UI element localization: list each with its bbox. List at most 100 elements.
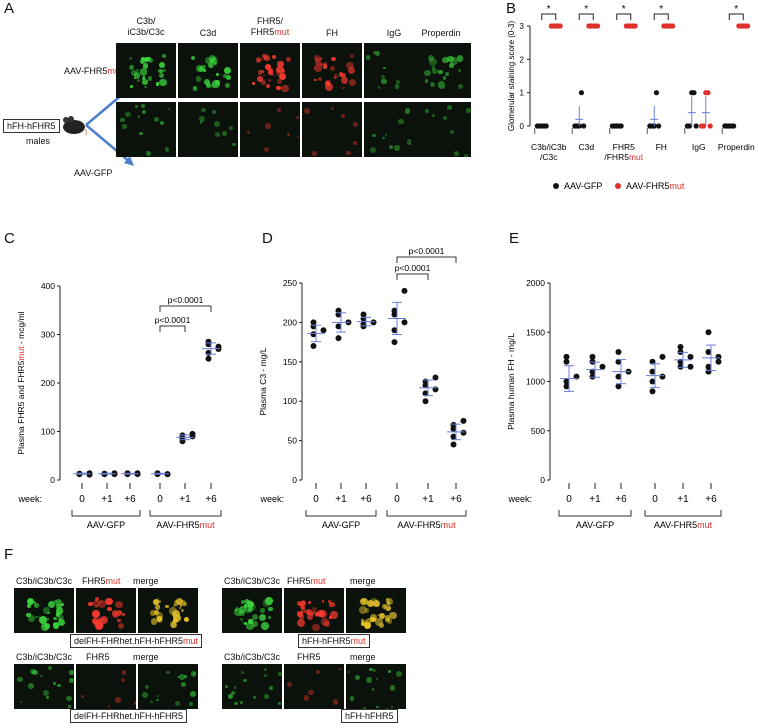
- panel-letter-e: E: [509, 230, 520, 247]
- group-label-mut: mut: [441, 520, 457, 530]
- category-label-b: FHR5: [613, 142, 635, 152]
- data-point-e: [705, 363, 712, 370]
- data-point-d: [460, 429, 467, 436]
- group-label-part: AAV-GFP: [87, 520, 125, 530]
- y-axis-label-part: Plasma FHR5 and FHR5: [16, 360, 26, 454]
- y-axis-label-part: Plasma C3 - mg/L: [258, 347, 268, 415]
- group-bracket-d: [305, 510, 377, 517]
- row-label-gfp: AAV-GFP: [74, 168, 113, 178]
- mouse-strain-box: hFH-hFHR5: [3, 119, 60, 133]
- data-point-b: [705, 90, 711, 96]
- y-axis-label-e: Plasma human FH - mg/L: [506, 333, 516, 430]
- y-tick-label-c: 0: [50, 475, 55, 485]
- group-label-e: AAV-GFP: [576, 520, 614, 530]
- y-axis-label-unit: - mcg/ml: [16, 311, 26, 346]
- micrograph-f-c3: [14, 664, 74, 709]
- data-point-b: [693, 123, 699, 129]
- y-axis-label-c: Plasma FHR5 and FHR5mut - mcg/ml: [16, 311, 26, 454]
- significance-star-b: *: [584, 4, 588, 15]
- y-tick-label-d: 0: [292, 475, 297, 485]
- y-axis-label-d: Plasma C3 - mg/L: [258, 347, 268, 415]
- data-point-b: [745, 23, 751, 29]
- data-point-b: [686, 123, 693, 129]
- x-tick-label-c: +6: [124, 494, 136, 505]
- col-label-fhr5: FHR5/FHR5mut: [250, 16, 290, 37]
- group-label-mut: mut: [697, 520, 713, 530]
- week-label-c: week:: [17, 494, 42, 504]
- data-point-e: [563, 358, 570, 365]
- micrograph-f-c3: [14, 588, 74, 633]
- data-point-e: [649, 368, 656, 375]
- data-point-d: [360, 311, 367, 318]
- legend-label-gfp: AAV-GFP: [564, 181, 602, 191]
- chart-d: 0 50 100 150 200 250 Plasma C3 - mg/L week: 0 +1 +…: [258, 246, 467, 530]
- data-point-b: [618, 123, 624, 129]
- f4-fhr5-label: FHR5: [297, 652, 321, 662]
- data-point-b: [557, 23, 563, 29]
- f3-merge-label: merge: [133, 652, 159, 662]
- x-tick-label-d: +6: [450, 494, 462, 505]
- y-axis-label-part: Plasma human FH - mg/L: [506, 333, 516, 430]
- data-point-d: [391, 327, 398, 334]
- micrograph-row2: [411, 102, 471, 157]
- pvalue-label-d: p<0.0001: [409, 246, 445, 256]
- f4-merge-label: merge: [350, 652, 376, 662]
- data-point-e: [589, 373, 596, 380]
- data-point-d: [391, 339, 398, 346]
- data-point-e: [715, 358, 722, 365]
- chart-b: 0 1 2 3 Glomerular staining score (0-3) C3b/i…: [507, 4, 755, 191]
- x-tick-label-e: 0: [652, 494, 658, 505]
- pvalue-label-c: p<0.0001: [168, 295, 204, 305]
- group-label-d: AAV-GFP: [322, 520, 360, 530]
- group-label-mut: mut: [200, 520, 216, 530]
- data-point-d: [422, 390, 429, 397]
- x-tick-label-e: +1: [677, 494, 689, 505]
- y-axis-label-b: Glomerular staining score (0-3): [507, 21, 516, 132]
- group-bracket-c: [71, 510, 141, 517]
- category-label-b: C3b/iC3b: [531, 142, 567, 152]
- data-point-d: [460, 417, 467, 424]
- x-tick-label-c: +1: [179, 494, 191, 505]
- x-tick-label-c: 0: [79, 494, 85, 505]
- y-tick-label-e: 500: [531, 426, 545, 436]
- y-tick-label-e: 1000: [526, 377, 545, 387]
- group-label-part: AAV-GFP: [322, 520, 360, 530]
- data-point-e: [615, 348, 622, 355]
- mouse-sex-label: males: [25, 136, 50, 146]
- data-point-b: [670, 23, 676, 29]
- f-genotype-box-1: delFH-FHRhet.hFH-hFHR5mut: [70, 634, 203, 648]
- f2-fhr5-label: FHR5mut: [287, 576, 326, 586]
- f1-merge-label: merge: [133, 576, 159, 586]
- panel-letter-a: A: [4, 0, 15, 17]
- micrograph-f-fhr5: [284, 588, 344, 633]
- x-tick-label-d: 0: [394, 494, 400, 505]
- week-label-d: week:: [259, 494, 284, 504]
- micrograph-f-merge: [138, 664, 198, 709]
- micrograph-f-c3: [222, 588, 282, 633]
- micrograph-f-fhr5: [284, 664, 344, 709]
- f3-c3-label: C3b/iC3b/C3c: [16, 652, 73, 662]
- y-tick-label-c: 100: [41, 427, 55, 437]
- significance-star-b: *: [734, 4, 738, 15]
- f3-fhr5-label: FHR5: [86, 652, 110, 662]
- group-label-d: AAV-FHR5mut: [397, 520, 456, 530]
- data-point-d: [310, 331, 317, 338]
- y-tick-label-d: 50: [288, 436, 298, 446]
- data-point-d: [450, 433, 457, 440]
- micrograph-row1: [178, 43, 238, 98]
- pvalue-bracket-c: [159, 305, 212, 312]
- category-label-b: FH: [656, 142, 667, 152]
- micrograph-row1: [240, 43, 300, 98]
- week-label-e: week:: [507, 494, 532, 504]
- y-tick-label-e: 1500: [526, 327, 545, 337]
- pvalue-bracket-c: [159, 325, 186, 332]
- micrograph-f-merge: [138, 588, 198, 633]
- pvalue-bracket-d: [396, 256, 457, 263]
- y-tick-label-b: 2: [520, 55, 525, 64]
- data-point-b: [707, 123, 713, 129]
- data-point-d: [432, 386, 439, 393]
- x-tick-label-e: +1: [589, 494, 601, 505]
- col-label-c3b: C3b/iC3b/C3c: [127, 16, 165, 37]
- pvalue-bracket-d: [396, 273, 429, 280]
